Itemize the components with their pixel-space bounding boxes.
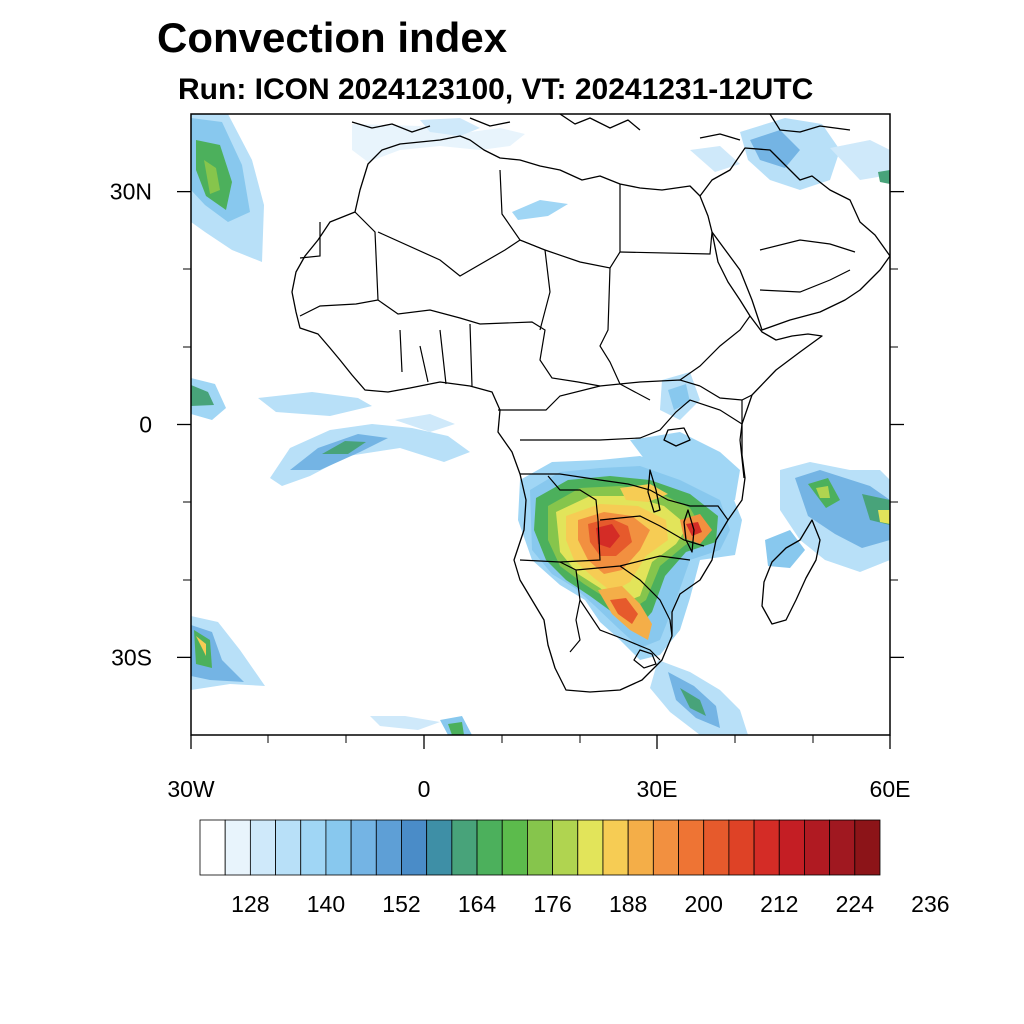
colorbar-swatch bbox=[829, 819, 856, 876]
map-panel bbox=[191, 114, 890, 735]
colorbar-swatch bbox=[224, 819, 251, 876]
shading-nw-atlantic bbox=[191, 114, 264, 262]
coastlines bbox=[291, 114, 890, 693]
colorbar-swatch bbox=[199, 819, 226, 876]
shading-indian-ocean bbox=[765, 462, 890, 572]
colorbar-swatch bbox=[325, 819, 352, 876]
colorbar-swatch bbox=[527, 819, 553, 876]
chart-subtitle: Run: ICON 2024123100, VT: 20241231-12UTC bbox=[178, 73, 814, 106]
lake-malawi bbox=[683, 509, 695, 553]
shading-west-atlantic bbox=[191, 378, 470, 486]
colorbar-swatch bbox=[778, 819, 805, 876]
colorbar-label: 236 bbox=[911, 891, 949, 917]
colorbar-swatch bbox=[804, 819, 831, 876]
colorbar-swatch bbox=[275, 819, 302, 876]
lake-victoria bbox=[663, 427, 691, 447]
colorbar-label: 188 bbox=[609, 891, 647, 917]
colorbar bbox=[199, 819, 881, 876]
colorbar-swatch bbox=[753, 819, 780, 876]
colorbar-label: 212 bbox=[760, 891, 798, 917]
shading-se-africa-coast bbox=[650, 660, 748, 735]
colorbar-swatch bbox=[249, 819, 276, 876]
colorbar-label: 164 bbox=[458, 891, 497, 917]
axis-labels: 30W 0 30E 60E 30N 0 30S bbox=[110, 179, 911, 802]
colorbar-swatch bbox=[451, 819, 478, 876]
major-ticks bbox=[177, 190, 904, 749]
colorbar-swatch bbox=[375, 819, 402, 876]
shading-southern-africa bbox=[518, 456, 742, 660]
convection-field bbox=[191, 114, 890, 735]
colorbar-swatch bbox=[401, 819, 428, 876]
chart-title: Convection index bbox=[157, 14, 508, 61]
colorbar-swatch bbox=[501, 819, 528, 876]
minor-ticks bbox=[183, 268, 898, 743]
colorbar-swatch bbox=[426, 819, 453, 876]
shading-sw-atlantic bbox=[191, 616, 472, 735]
lon-tick-label: 30W bbox=[167, 776, 215, 802]
lat-tick-label: 30S bbox=[111, 644, 152, 670]
lat-tick-label: 0 bbox=[139, 412, 152, 438]
colorbar-swatch bbox=[627, 819, 654, 876]
europe-coastline bbox=[351, 114, 851, 141]
colorbar-swatch bbox=[652, 819, 679, 876]
colorbar-swatch bbox=[577, 819, 604, 876]
shading-north-africa bbox=[352, 118, 890, 220]
lat-tick-label: 30N bbox=[110, 179, 152, 205]
arabia-coastline bbox=[699, 147, 890, 331]
colorbar-swatch bbox=[728, 819, 755, 876]
lake-tanganyika bbox=[647, 469, 661, 513]
colorbar-swatch bbox=[552, 819, 579, 876]
lon-tick-label: 60E bbox=[870, 776, 911, 802]
colorbar-label: 200 bbox=[685, 891, 723, 917]
colorbar-label: 224 bbox=[836, 891, 875, 917]
colorbar-swatch bbox=[602, 819, 629, 876]
colorbar-swatch bbox=[476, 819, 503, 876]
lon-tick-label: 0 bbox=[418, 776, 431, 802]
lon-tick-label: 30E bbox=[637, 776, 678, 802]
colorbar-swatch bbox=[300, 819, 327, 876]
colorbar-swatch bbox=[678, 819, 705, 876]
colorbar-swatch bbox=[854, 819, 881, 876]
colorbar-swatch bbox=[350, 819, 377, 876]
colorbar-label: 128 bbox=[231, 891, 269, 917]
colorbar-label: 152 bbox=[382, 891, 420, 917]
africa-coastline bbox=[291, 135, 823, 693]
colorbar-swatch bbox=[703, 819, 730, 876]
country-borders bbox=[299, 169, 856, 669]
colorbar-labels: 128 140 152 164 176 188 200 212 224 236 bbox=[231, 891, 949, 917]
colorbar-label: 176 bbox=[533, 891, 571, 917]
colorbar-label: 140 bbox=[307, 891, 345, 917]
madagascar-coastline bbox=[761, 519, 821, 625]
